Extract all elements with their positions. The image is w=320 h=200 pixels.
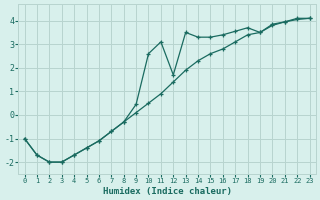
X-axis label: Humidex (Indice chaleur): Humidex (Indice chaleur) — [103, 187, 232, 196]
